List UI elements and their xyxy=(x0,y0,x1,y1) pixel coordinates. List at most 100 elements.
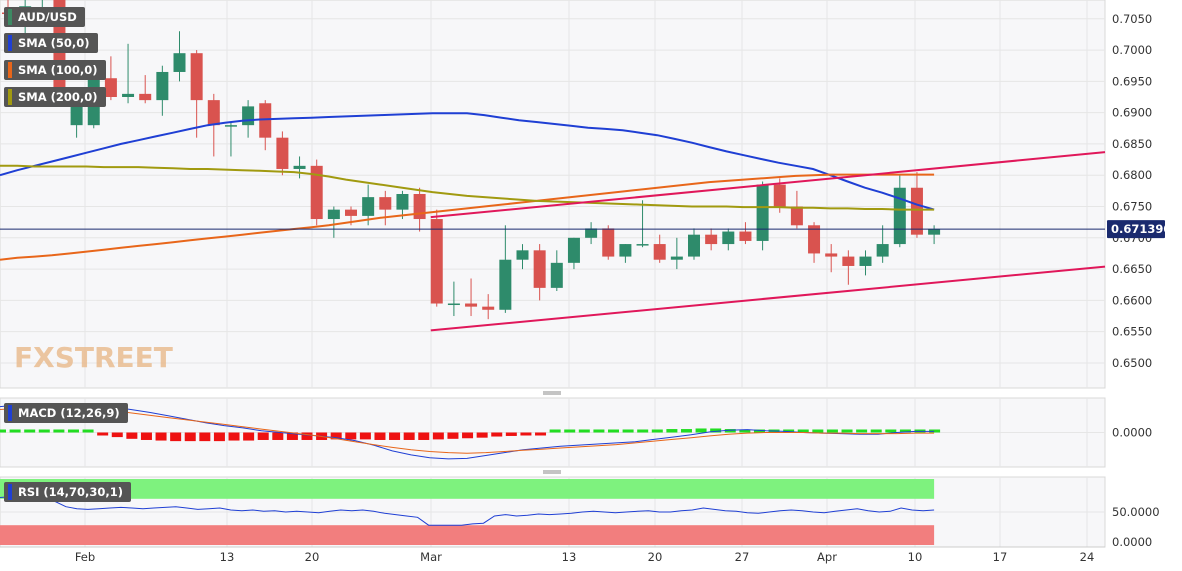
candle-body xyxy=(773,184,786,207)
candle-body xyxy=(910,187,923,235)
candle-body xyxy=(207,100,220,126)
sma-200-line xyxy=(0,164,935,211)
macd-histogram-bar xyxy=(622,429,634,433)
x-tick-label: Mar xyxy=(420,550,442,564)
x-tick-label: Apr xyxy=(817,550,837,564)
macd-histogram-bar xyxy=(184,432,196,442)
candle-body xyxy=(224,125,237,127)
price-y-tick-label: 0.7000 xyxy=(1112,43,1152,57)
sma100-label: SMA (100,0) xyxy=(18,63,98,77)
price-y-tick-label: 0.6800 xyxy=(1112,168,1152,182)
candle-body xyxy=(550,262,563,288)
price-y-tick-label: 0.6850 xyxy=(1112,137,1152,151)
symbol-swatch xyxy=(8,9,12,25)
macd-histogram-bar xyxy=(724,429,736,433)
macd-signal-line xyxy=(0,406,935,454)
candle-body xyxy=(293,165,306,169)
candle-body xyxy=(602,228,615,257)
candle-body xyxy=(653,244,666,260)
macd-histogram-bar xyxy=(24,429,36,433)
macd-histogram-bar xyxy=(578,429,590,433)
candle-body xyxy=(430,219,443,304)
macd-histogram-bar xyxy=(505,432,517,436)
price-y-tick-label: 0.6650 xyxy=(1112,262,1152,276)
macd-histogram-bar xyxy=(82,429,94,433)
macd-histogram-bar xyxy=(272,432,284,440)
price-y-tick-label: 0.6550 xyxy=(1112,325,1152,339)
candle-body xyxy=(276,137,289,169)
candle-body xyxy=(499,259,512,310)
candle-body xyxy=(482,306,495,310)
legend-sma100[interactable]: SMA (100,0) xyxy=(4,60,106,80)
legend-rsi[interactable]: RSI (14,70,30,1) xyxy=(4,482,132,502)
candle-body xyxy=(808,225,821,254)
candle-body xyxy=(396,194,409,210)
candle-body xyxy=(859,256,872,266)
macd-histogram-bar xyxy=(710,428,722,433)
legend-macd[interactable]: MACD (12,26,9) xyxy=(4,403,128,423)
sma-50-line xyxy=(0,112,935,211)
macd-histogram-bar xyxy=(826,429,838,433)
macd-histogram-bar xyxy=(593,429,605,433)
macd-histogram-bar xyxy=(491,432,503,437)
sma50-label: SMA (50,0) xyxy=(18,36,90,50)
candle-body xyxy=(156,71,169,101)
legend-symbol[interactable]: AUD/USD xyxy=(4,7,85,27)
macd-histogram-bar xyxy=(885,429,897,433)
macd-histogram-bar xyxy=(549,429,561,433)
candle-body xyxy=(825,253,838,257)
rsi-y-tick-label: 0.0000 xyxy=(1112,535,1152,549)
candle-body xyxy=(139,93,152,101)
candle-body xyxy=(516,250,529,260)
price-y-tick-label: 0.6950 xyxy=(1112,74,1152,88)
macd-swatch xyxy=(8,405,12,421)
candle-body xyxy=(379,197,392,210)
candle-body xyxy=(122,93,135,97)
macd-histogram-bar xyxy=(97,432,109,436)
macd-y-tick-label: 0.0000 xyxy=(1112,426,1152,440)
x-tick-label: 13 xyxy=(220,550,235,564)
macd-histogram-bar xyxy=(695,428,707,433)
macd-histogram-bar xyxy=(199,432,211,442)
price-y-tick-label: 0.6900 xyxy=(1112,106,1152,120)
macd-histogram-bar xyxy=(53,429,65,433)
symbol-label: AUD/USD xyxy=(18,10,77,24)
candle-body xyxy=(70,103,83,126)
macd-histogram-bar xyxy=(330,432,342,440)
macd-histogram-bar xyxy=(213,432,225,442)
macd-histogram-bar xyxy=(126,432,138,439)
price-panel-bg xyxy=(0,0,1106,389)
macd-histogram-bar xyxy=(111,432,123,438)
macd-histogram-bar xyxy=(9,429,21,433)
macd-histogram-bar xyxy=(345,432,357,440)
macd-histogram-bar xyxy=(140,432,152,440)
rsi-y-tick-label: 50.0000 xyxy=(1112,505,1160,519)
candle-body xyxy=(842,256,855,266)
x-tick-label: 17 xyxy=(993,550,1008,564)
candle-body xyxy=(345,209,357,216)
macd-histogram-bar xyxy=(637,429,649,433)
sma200-swatch xyxy=(8,89,12,105)
macd-histogram-bar xyxy=(432,432,444,440)
rsi-overbought-zone xyxy=(0,479,935,499)
price-y-tick-label: 0.6750 xyxy=(1112,200,1152,214)
macd-histogram-bar xyxy=(651,429,663,433)
macd-histogram-bar xyxy=(856,429,868,433)
macd-histogram-bar xyxy=(476,432,488,438)
sma50-swatch xyxy=(8,35,12,51)
macd-histogram-bar xyxy=(462,432,474,439)
fxstreet-watermark: FXSTREET xyxy=(14,341,173,374)
sma-100-line xyxy=(0,173,935,261)
macd-line xyxy=(0,403,935,460)
macd-histogram-bar xyxy=(739,429,751,433)
legend-sma200[interactable]: SMA (200,0) xyxy=(4,87,106,107)
rsi-line xyxy=(0,495,935,526)
candle-body xyxy=(173,53,186,72)
macd-histogram-bar xyxy=(841,429,853,433)
candle-body xyxy=(327,209,340,220)
legend-sma50[interactable]: SMA (50,0) xyxy=(4,33,98,53)
current-price-label: 0.671390 xyxy=(1111,222,1171,236)
candle-body xyxy=(688,234,700,257)
candle-body xyxy=(705,234,718,245)
macd-histogram-bar xyxy=(170,432,182,442)
